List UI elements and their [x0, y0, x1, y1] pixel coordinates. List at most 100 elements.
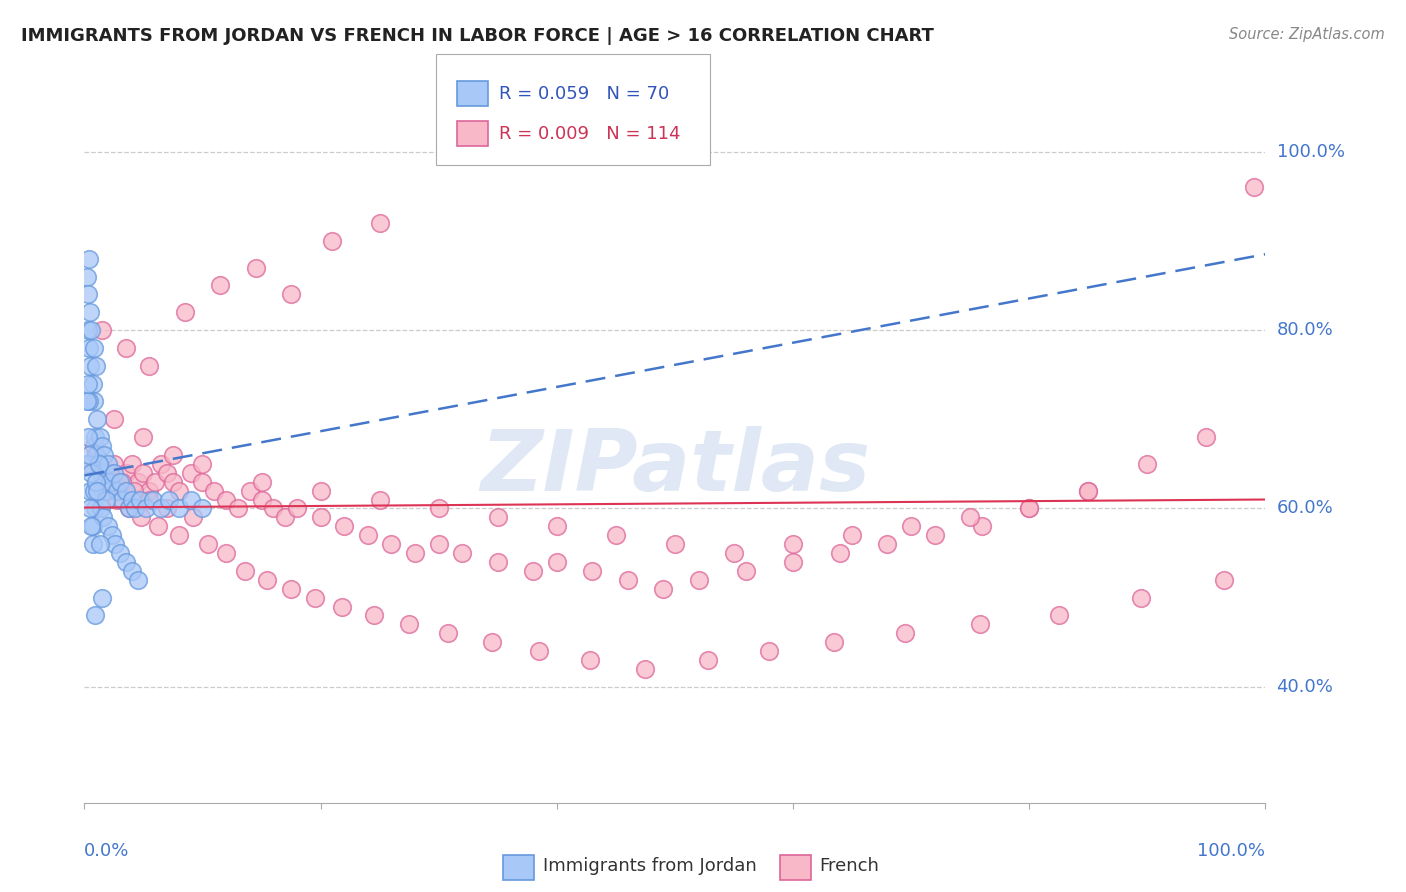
- Point: [156, 501, 179, 516]
- Point: [368, 492, 391, 507]
- Point: [181, 510, 204, 524]
- Point: [167, 501, 190, 516]
- Text: French: French: [820, 857, 880, 875]
- Point: [98, 475, 121, 489]
- Point: [114, 555, 136, 569]
- Point: [546, 519, 568, 533]
- Point: [398, 617, 420, 632]
- Point: [162, 475, 184, 489]
- Point: [79, 483, 101, 498]
- Point: [124, 501, 146, 516]
- Point: [924, 528, 946, 542]
- Point: [688, 573, 710, 587]
- Point: [368, 216, 391, 230]
- Point: [486, 510, 509, 524]
- Point: [121, 457, 143, 471]
- Point: [118, 501, 141, 516]
- Point: [114, 466, 136, 480]
- Point: [83, 341, 105, 355]
- Point: [404, 546, 426, 560]
- Point: [121, 564, 143, 578]
- Point: [734, 564, 756, 578]
- Point: [87, 457, 110, 471]
- Point: [83, 394, 105, 409]
- Text: ZIPatlas: ZIPatlas: [479, 425, 870, 509]
- Point: [94, 483, 117, 498]
- Point: [108, 475, 131, 489]
- Point: [103, 457, 125, 471]
- Point: [138, 483, 160, 498]
- Point: [135, 501, 157, 516]
- Point: [309, 483, 332, 498]
- Point: [90, 501, 112, 516]
- Point: [111, 492, 134, 507]
- Text: 100.0%: 100.0%: [1277, 143, 1344, 161]
- Point: [77, 323, 100, 337]
- Point: [579, 653, 602, 667]
- Point: [84, 430, 107, 444]
- Point: [108, 483, 131, 498]
- Point: [1130, 591, 1153, 605]
- Point: [84, 501, 107, 516]
- Point: [87, 457, 110, 471]
- Point: [363, 608, 385, 623]
- Point: [256, 573, 278, 587]
- Point: [80, 323, 103, 337]
- Point: [1243, 180, 1265, 194]
- Point: [128, 492, 150, 507]
- Point: [427, 537, 450, 551]
- Point: [546, 555, 568, 569]
- Point: [86, 483, 108, 498]
- Point: [280, 582, 302, 596]
- Point: [89, 537, 111, 551]
- Point: [215, 546, 238, 560]
- Point: [132, 430, 155, 444]
- Point: [103, 412, 125, 426]
- Point: [97, 519, 120, 533]
- Point: [93, 448, 115, 462]
- Point: [77, 430, 100, 444]
- Point: [357, 528, 380, 542]
- Point: [91, 510, 114, 524]
- Point: [180, 492, 202, 507]
- Point: [84, 448, 107, 462]
- Point: [723, 546, 745, 560]
- Point: [522, 564, 544, 578]
- Point: [111, 475, 134, 489]
- Point: [1018, 501, 1040, 516]
- Point: [215, 492, 238, 507]
- Point: [91, 439, 114, 453]
- Text: Source: ZipAtlas.com: Source: ZipAtlas.com: [1229, 27, 1385, 42]
- Point: [1077, 483, 1099, 498]
- Point: [97, 457, 120, 471]
- Point: [304, 591, 326, 605]
- Point: [87, 457, 110, 471]
- Point: [191, 457, 214, 471]
- Point: [122, 483, 145, 498]
- Point: [427, 501, 450, 516]
- Point: [94, 483, 117, 498]
- Point: [77, 341, 100, 355]
- Point: [77, 376, 100, 391]
- Point: [233, 564, 256, 578]
- Point: [104, 537, 127, 551]
- Text: R = 0.059   N = 70: R = 0.059 N = 70: [499, 85, 669, 103]
- Point: [98, 466, 121, 480]
- Point: [330, 599, 353, 614]
- Point: [132, 466, 155, 480]
- Point: [84, 608, 107, 623]
- Point: [121, 492, 143, 507]
- Point: [782, 555, 804, 569]
- Text: 0.0%: 0.0%: [84, 842, 129, 860]
- Point: [697, 653, 720, 667]
- Point: [114, 341, 136, 355]
- Point: [84, 448, 107, 462]
- Point: [970, 519, 993, 533]
- Point: [250, 475, 273, 489]
- Point: [91, 323, 114, 337]
- Point: [129, 510, 152, 524]
- Point: [180, 466, 202, 480]
- Point: [150, 501, 173, 516]
- Text: 80.0%: 80.0%: [1277, 321, 1333, 339]
- Point: [82, 376, 104, 391]
